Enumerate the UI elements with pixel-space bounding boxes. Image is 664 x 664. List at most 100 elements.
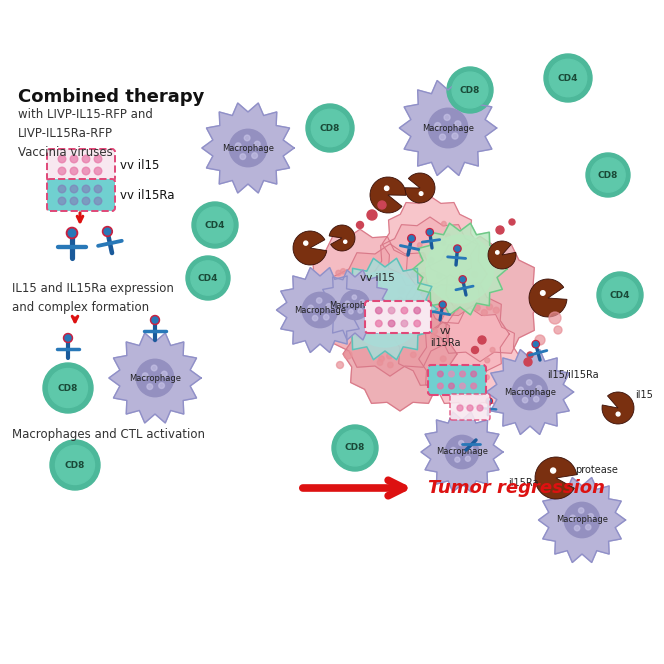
Circle shape bbox=[70, 197, 78, 205]
Circle shape bbox=[586, 153, 630, 197]
Circle shape bbox=[414, 320, 420, 327]
Circle shape bbox=[490, 347, 495, 353]
FancyBboxPatch shape bbox=[365, 301, 431, 333]
Circle shape bbox=[597, 272, 643, 318]
Circle shape bbox=[455, 246, 460, 251]
Circle shape bbox=[244, 135, 250, 141]
Circle shape bbox=[420, 253, 426, 258]
Circle shape bbox=[428, 108, 467, 148]
Polygon shape bbox=[382, 196, 478, 292]
Circle shape bbox=[192, 202, 238, 248]
Circle shape bbox=[344, 351, 352, 359]
Circle shape bbox=[408, 313, 413, 317]
Circle shape bbox=[235, 143, 241, 149]
Circle shape bbox=[481, 309, 487, 315]
FancyBboxPatch shape bbox=[428, 365, 486, 395]
Circle shape bbox=[58, 167, 66, 175]
Polygon shape bbox=[421, 412, 503, 492]
Circle shape bbox=[487, 304, 493, 310]
Text: IL15 and IL15Ra expression
and complex formation: IL15 and IL15Ra expression and complex f… bbox=[12, 282, 174, 313]
Circle shape bbox=[388, 320, 395, 327]
Circle shape bbox=[591, 158, 625, 192]
Circle shape bbox=[142, 373, 148, 378]
Circle shape bbox=[602, 277, 638, 313]
Circle shape bbox=[440, 356, 446, 362]
Circle shape bbox=[360, 289, 366, 295]
Circle shape bbox=[435, 123, 441, 129]
Circle shape bbox=[471, 371, 477, 377]
Circle shape bbox=[455, 121, 461, 127]
Circle shape bbox=[449, 371, 454, 377]
Circle shape bbox=[360, 299, 365, 304]
Polygon shape bbox=[419, 307, 521, 410]
Circle shape bbox=[459, 383, 465, 389]
Circle shape bbox=[252, 153, 258, 159]
Text: il15: il15 bbox=[635, 390, 653, 400]
Circle shape bbox=[457, 405, 463, 411]
Circle shape bbox=[303, 241, 308, 245]
Circle shape bbox=[518, 387, 523, 392]
Circle shape bbox=[353, 307, 358, 313]
Circle shape bbox=[136, 359, 174, 396]
Circle shape bbox=[586, 525, 591, 530]
Circle shape bbox=[420, 272, 426, 278]
Polygon shape bbox=[343, 297, 457, 411]
Circle shape bbox=[254, 141, 260, 147]
Circle shape bbox=[532, 341, 539, 348]
Circle shape bbox=[341, 269, 346, 274]
Circle shape bbox=[578, 508, 584, 513]
Circle shape bbox=[442, 221, 446, 226]
Circle shape bbox=[513, 374, 548, 410]
Circle shape bbox=[384, 186, 389, 191]
Polygon shape bbox=[202, 103, 294, 193]
Polygon shape bbox=[399, 80, 497, 175]
Circle shape bbox=[94, 155, 102, 163]
Circle shape bbox=[401, 320, 408, 327]
Circle shape bbox=[186, 256, 230, 300]
Circle shape bbox=[94, 197, 102, 205]
Circle shape bbox=[549, 59, 587, 97]
Circle shape bbox=[308, 305, 313, 311]
Circle shape bbox=[432, 329, 438, 334]
Text: CD4: CD4 bbox=[558, 74, 578, 82]
Circle shape bbox=[410, 352, 416, 357]
Circle shape bbox=[70, 155, 78, 163]
Circle shape bbox=[56, 446, 94, 485]
Circle shape bbox=[460, 277, 465, 282]
Circle shape bbox=[471, 272, 478, 278]
Text: Tumor regression: Tumor regression bbox=[428, 479, 605, 497]
Circle shape bbox=[431, 334, 436, 339]
Circle shape bbox=[436, 273, 442, 278]
Circle shape bbox=[367, 210, 377, 220]
Text: vv il15: vv il15 bbox=[360, 273, 395, 283]
Circle shape bbox=[58, 155, 66, 163]
Polygon shape bbox=[324, 244, 456, 376]
Circle shape bbox=[388, 307, 395, 314]
Circle shape bbox=[352, 295, 357, 299]
Circle shape bbox=[65, 335, 71, 341]
Circle shape bbox=[336, 270, 341, 276]
Circle shape bbox=[446, 234, 450, 238]
Wedge shape bbox=[405, 173, 435, 203]
Polygon shape bbox=[539, 477, 625, 562]
Circle shape bbox=[428, 258, 434, 263]
Circle shape bbox=[446, 366, 450, 371]
Circle shape bbox=[478, 336, 486, 344]
Circle shape bbox=[540, 291, 545, 295]
Text: Combined therapy: Combined therapy bbox=[18, 88, 205, 106]
Polygon shape bbox=[109, 333, 201, 423]
Text: with LIVP-IL15-RFP and
LIVP-IL15Ra-RFP
Vaccinia viruses: with LIVP-IL15-RFP and LIVP-IL15Ra-RFP V… bbox=[18, 108, 153, 159]
Circle shape bbox=[48, 369, 88, 408]
Text: CD8: CD8 bbox=[58, 384, 78, 392]
Circle shape bbox=[70, 167, 78, 175]
Circle shape bbox=[104, 228, 111, 235]
Circle shape bbox=[452, 133, 458, 139]
Circle shape bbox=[475, 283, 481, 289]
Circle shape bbox=[345, 301, 350, 305]
Circle shape bbox=[152, 317, 158, 323]
Circle shape bbox=[435, 307, 441, 313]
Circle shape bbox=[486, 398, 493, 404]
Circle shape bbox=[376, 307, 382, 314]
Polygon shape bbox=[333, 258, 437, 360]
Circle shape bbox=[419, 192, 423, 195]
